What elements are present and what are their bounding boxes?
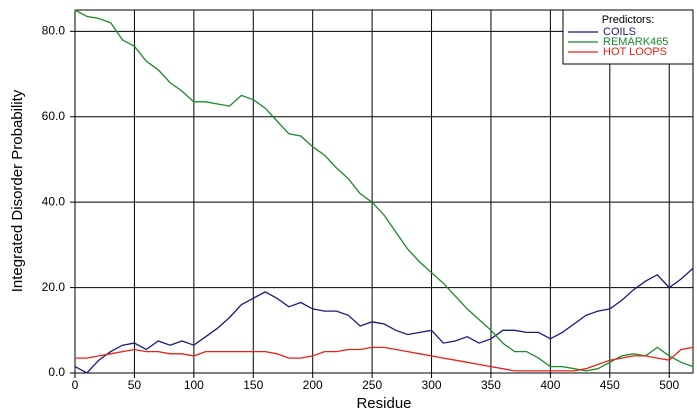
x-axis-title: Residue — [356, 395, 411, 412]
x-tick-label: 400 — [540, 378, 560, 392]
series-line — [74, 267, 694, 374]
x-tick-label: 150 — [243, 378, 263, 392]
legend-title: Predictors: — [602, 14, 655, 26]
series-line — [74, 9, 694, 372]
y-tick-label: 40.0 — [42, 194, 66, 208]
x-tick-label: 500 — [659, 378, 679, 392]
x-tick-label: 100 — [184, 378, 204, 392]
legend-label: HOT LOOPS — [603, 46, 667, 58]
x-tick-label: 350 — [481, 378, 501, 392]
legend-label: COILS — [603, 26, 636, 38]
y-tick-label: 60.0 — [42, 109, 66, 123]
legend-box — [562, 9, 694, 65]
y-tick-label: 20.0 — [42, 280, 66, 294]
x-tick-label: 250 — [362, 378, 382, 392]
y-axis-title: Integrated Disorder Probability — [9, 89, 26, 292]
x-tick-label: 50 — [128, 378, 142, 392]
x-tick-label: 450 — [600, 378, 620, 392]
y-tick-label: 0.0 — [48, 365, 65, 379]
series-line — [75, 346, 694, 372]
x-tick-label: 0 — [72, 378, 79, 392]
legend-label: REMARK465 — [603, 36, 668, 48]
x-tick-label: 300 — [422, 378, 442, 392]
y-tick-label: 80.0 — [42, 24, 66, 38]
x-tick-label: 200 — [303, 378, 323, 392]
